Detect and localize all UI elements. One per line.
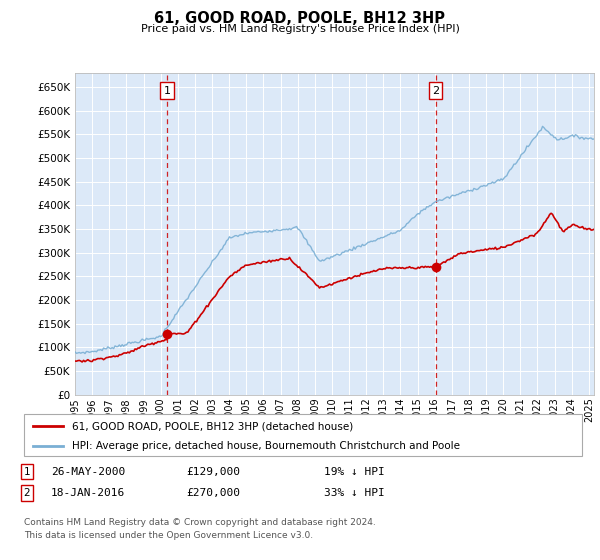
Text: 1: 1 bbox=[164, 86, 170, 96]
Text: 18-JAN-2016: 18-JAN-2016 bbox=[51, 488, 125, 498]
Text: Price paid vs. HM Land Registry's House Price Index (HPI): Price paid vs. HM Land Registry's House … bbox=[140, 24, 460, 34]
Text: 2: 2 bbox=[23, 488, 31, 498]
Text: This data is licensed under the Open Government Licence v3.0.: This data is licensed under the Open Gov… bbox=[24, 531, 313, 540]
Text: 61, GOOD ROAD, POOLE, BH12 3HP (detached house): 61, GOOD ROAD, POOLE, BH12 3HP (detached… bbox=[72, 421, 353, 431]
Text: £129,000: £129,000 bbox=[186, 466, 240, 477]
Text: £270,000: £270,000 bbox=[186, 488, 240, 498]
Text: 1: 1 bbox=[23, 466, 31, 477]
Text: 19% ↓ HPI: 19% ↓ HPI bbox=[324, 466, 385, 477]
Text: 61, GOOD ROAD, POOLE, BH12 3HP: 61, GOOD ROAD, POOLE, BH12 3HP bbox=[155, 11, 445, 26]
Text: HPI: Average price, detached house, Bournemouth Christchurch and Poole: HPI: Average price, detached house, Bour… bbox=[72, 441, 460, 451]
Text: 33% ↓ HPI: 33% ↓ HPI bbox=[324, 488, 385, 498]
Text: 26-MAY-2000: 26-MAY-2000 bbox=[51, 466, 125, 477]
Text: 2: 2 bbox=[432, 86, 439, 96]
Text: Contains HM Land Registry data © Crown copyright and database right 2024.: Contains HM Land Registry data © Crown c… bbox=[24, 518, 376, 527]
